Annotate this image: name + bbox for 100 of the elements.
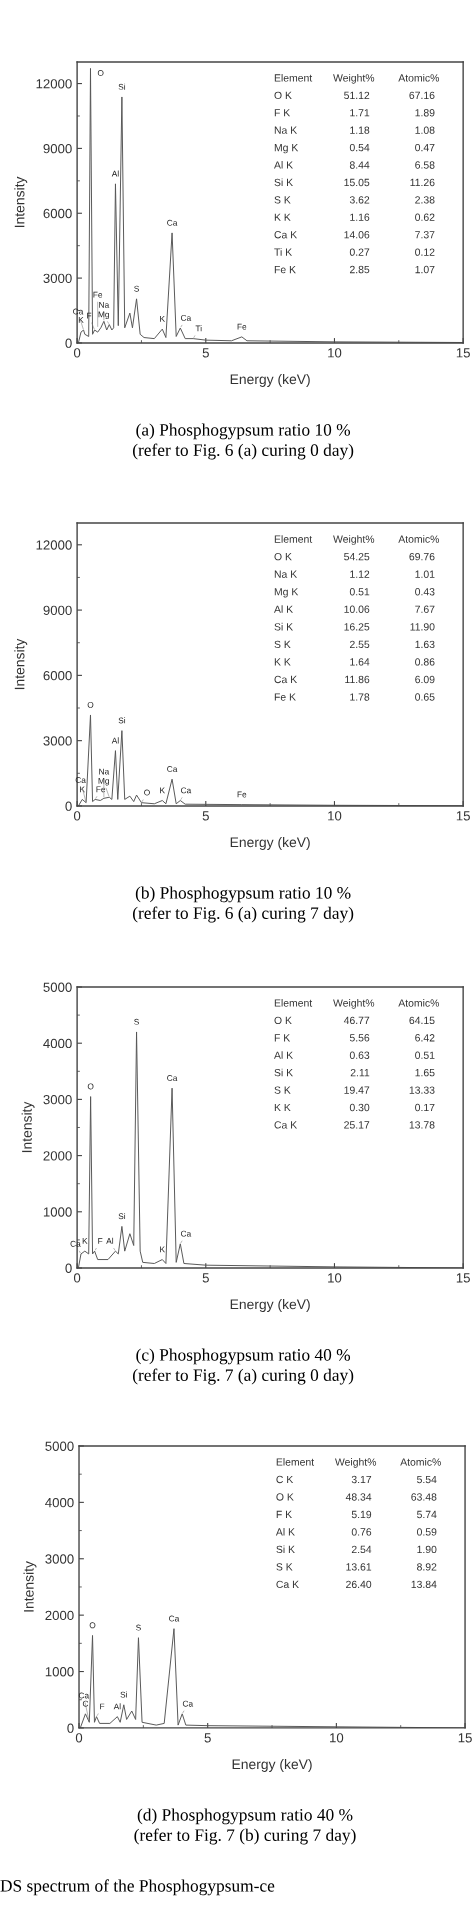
annotation: S (136, 1624, 141, 1631)
text: O K 46.77 64.15 (274, 1016, 435, 1025)
text: DS spectrum of the Phosphogypsum-ce (0, 1879, 275, 1896)
text: Ca K 26.40 13.84 (276, 1580, 437, 1589)
text: K K 0.30 0.17 (274, 1103, 435, 1112)
text: (b) Phosphogypsum ratio 10 % (refer to Fig. 6 (a) curing 7 day) (132, 886, 354, 923)
text: Si K 2.11 1.65 (274, 1068, 435, 1077)
text: S K 3.62 2.38 (274, 196, 435, 204)
x-tick-label: 0 (75, 1733, 83, 1743)
text: Fe K 2.85 1.07 (274, 265, 435, 274)
y-tick-label: 5000 (43, 982, 72, 992)
text: O K 51.12 67.16 (274, 91, 435, 100)
text: Al K 8.44 6.58 (274, 161, 435, 169)
annotation: Si (118, 1213, 126, 1220)
y-axis-title: Intensity (14, 638, 28, 690)
text: Si K 15.05 11.26 (274, 178, 435, 187)
annotation: Al (113, 1703, 121, 1710)
text: S K 19.47 13.33 (274, 1086, 435, 1094)
text: Element Weight% Atomic% (274, 535, 440, 545)
text: Al K 10.06 7.67 (274, 605, 435, 613)
y-tick-label: 0 (65, 1263, 72, 1273)
text: C K 3.17 5.54 (276, 1475, 437, 1484)
annotation: Mg (98, 311, 109, 320)
text: Si K 16.25 11.90 (274, 622, 435, 631)
annotation: O (87, 1083, 94, 1090)
text: Na K 1.18 1.08 (274, 126, 435, 134)
text: Al K 0.76 0.59 (275, 1527, 437, 1536)
text: Mg K 0.54 0.47 (274, 143, 435, 154)
y-tick-label: 6000 (43, 670, 72, 681)
y-tick-label: 5000 (45, 1441, 74, 1451)
x-tick-label: 10 (328, 348, 342, 358)
x-axis-title: Energy (keV) (230, 836, 310, 850)
x-tick-label: 0 (73, 811, 81, 821)
text: Element Weight% Atomic% (274, 999, 440, 1009)
text: (a) Phosphogypsum ratio 10 % (refer to Fig. 6 (a) curing 0 day) (132, 423, 354, 460)
annotation: S (134, 285, 139, 292)
y-tick-label: 3000 (43, 1094, 72, 1105)
annotation: O (97, 70, 104, 76)
text: F K 5.56 6.42 (274, 1034, 435, 1042)
text: Fe K 1.78 0.65 (274, 693, 435, 701)
y-tick-label: 3000 (45, 1554, 74, 1564)
text: F K 5.19 5.74 (276, 1510, 437, 1519)
annotation: K (160, 787, 165, 794)
text: Ca K 11.86 6.09 (274, 675, 435, 684)
annotation: Ca (167, 766, 178, 772)
x-tick-label: 0 (73, 348, 81, 358)
y-tick-label: 0 (67, 1723, 74, 1733)
y-tick-label: 2000 (45, 1610, 74, 1621)
y-tick-label: 9000 (43, 605, 72, 615)
annotation: Ti (195, 325, 202, 332)
x-tick-label: 5 (204, 1733, 211, 1743)
annotation: Ca (180, 787, 192, 794)
annotation: K (78, 316, 84, 323)
text: Si K 2.54 1.90 (276, 1545, 437, 1554)
annotation: Al (106, 1237, 114, 1244)
annotation: Si (118, 83, 126, 90)
annotation: Al (111, 737, 119, 744)
x-tick-label: 15 (456, 1273, 470, 1283)
text: Ti K 0.27 0.12 (274, 248, 435, 256)
annotation: F (87, 312, 92, 319)
y-tick-label: 3000 (43, 273, 72, 284)
x-tick-label: 5 (202, 348, 209, 358)
text: S K 2.55 1.63 (274, 640, 435, 649)
annotation: Na (99, 768, 110, 775)
x-tick-label: 15 (458, 1733, 472, 1743)
annotation: O (144, 789, 150, 796)
text: S K 13.61 8.92 (276, 1563, 437, 1571)
annotation: O (89, 1622, 96, 1629)
annotation: Ca (167, 219, 178, 226)
x-tick-label: 10 (328, 811, 342, 821)
y-tick-label: 12000 (36, 79, 72, 89)
text: F K 1.71 1.89 (274, 109, 435, 117)
annotation: Ca (180, 314, 192, 321)
annotation: Si (118, 717, 126, 724)
annotation: F (98, 1238, 103, 1244)
y-tick-label: 2000 (43, 1151, 72, 1161)
annotation: Ca (180, 1230, 192, 1237)
text: Ca K 25.17 13.78 (274, 1121, 435, 1129)
annotation: K (82, 1238, 88, 1244)
text: Ca K 14.06 7.37 (274, 231, 435, 239)
annotation: Al (111, 170, 119, 177)
text: Na K 1.12 1.01 (274, 570, 435, 578)
y-axis-title: Intensity (23, 1561, 37, 1612)
y-tick-label: 9000 (43, 143, 72, 154)
text: K K 1.16 0.62 (274, 213, 435, 221)
x-tick-label: 5 (202, 811, 209, 821)
annotation: Fe (237, 323, 247, 330)
text: Element Weight% Atomic% (274, 73, 440, 84)
text: O K 54.25 69.76 (274, 552, 435, 561)
annotation: Si (120, 1691, 127, 1698)
annotation: S (134, 1018, 139, 1025)
annotation: K (160, 1246, 165, 1253)
annotation: Fe (237, 791, 247, 798)
y-tick-label: 0 (65, 801, 72, 811)
x-tick-label: 10 (330, 1733, 344, 1743)
annotation: Ca (169, 1615, 180, 1622)
x-axis-title: Energy (keV) (230, 373, 310, 387)
annotation: K (160, 316, 165, 322)
y-tick-label: 4000 (45, 1497, 74, 1508)
y-tick-label: 4000 (43, 1038, 72, 1049)
